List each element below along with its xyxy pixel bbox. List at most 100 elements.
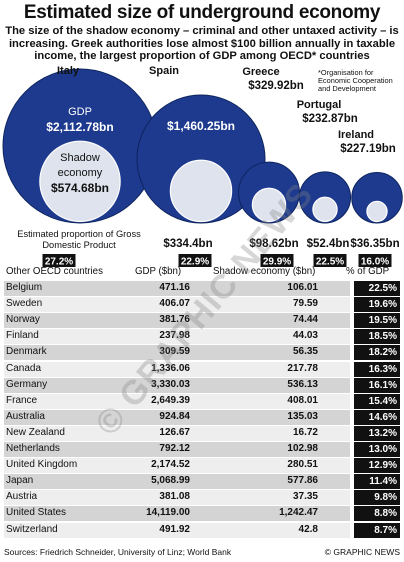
row-background [4, 393, 350, 409]
shadow-value-spain: $334.4bn [163, 238, 212, 250]
pct-cell: 13.0% [354, 442, 400, 457]
country-cell: United Kingdom [6, 459, 78, 471]
shadow-cell: 42.8 [298, 523, 318, 535]
col-header-pct: % of GDP [346, 266, 390, 277]
pct-cell: 12.9% [354, 458, 400, 474]
pct-value-greece: 29.9% [263, 257, 291, 268]
country-name-portugal: Portugal [297, 99, 342, 111]
table-row: France 2,649.39 408.01 15.4% [4, 393, 400, 410]
pct-cell: 14.6% [354, 409, 400, 425]
pct-value-italy: 27.2% [45, 257, 73, 268]
shadow-word-line1: Shadow [60, 152, 100, 164]
pct-cell: 9.8% [354, 490, 400, 506]
row-background [4, 522, 350, 538]
gdp-cell: 126.67 [159, 426, 190, 438]
gdp-bubble-spain [136, 94, 266, 224]
gdp-cell: 5,068.99 [151, 475, 190, 487]
row-background [4, 281, 350, 296]
shadow-bubble-portugal [312, 196, 338, 223]
pct-cell: 15.4% [354, 393, 400, 409]
table-row: Belgium 471.16 106.01 22.5% [4, 281, 400, 297]
pct-box-greece [260, 254, 294, 267]
row-background [4, 313, 350, 329]
country-cell: Netherlands [6, 443, 60, 454]
gdp-value-portugal: $232.87bn [302, 113, 358, 125]
gdp-value-italy: $2,112.78bn [46, 120, 113, 134]
shadow-value-ireland: $36.35bn [350, 238, 399, 250]
table-row: Norway 381.76 74.44 19.5% [4, 313, 400, 329]
pct-cell: 18.2% [354, 345, 400, 361]
row-background [4, 297, 350, 313]
table-row: Australia 924.84 135.03 14.6% [4, 409, 400, 426]
shadow-cell: 44.03 [292, 330, 318, 342]
gdp-cell: 1,336.06 [151, 362, 190, 374]
row-background [4, 377, 350, 393]
gdp-cell: 406.07 [159, 298, 190, 310]
shadow-word-line2: economy [58, 167, 103, 179]
pct-box-ireland [358, 254, 392, 267]
shadow-cell: 106.01 [287, 282, 318, 293]
shadow-value-portugal: $52.4bn [307, 238, 350, 250]
country-cell: Austria [6, 491, 38, 503]
shadow-cell: 102.98 [287, 443, 318, 454]
table-row: Finland 237.98 44.03 18.5% [4, 329, 400, 345]
table-row: Switzerland 491.92 42.8 8.7% [4, 522, 400, 539]
pct-box-portugal [313, 254, 347, 267]
pct-value-spain: 22.9% [181, 257, 209, 268]
pct-cell: 16.3% [354, 361, 400, 377]
shadow-cell: 37.35 [292, 491, 318, 503]
pct-cell: 8.8% [354, 506, 400, 522]
pct-cell: 19.5% [354, 313, 400, 329]
shadow-cell: 536.13 [287, 378, 318, 390]
country-name-spain: Spain [149, 65, 179, 77]
shadow-bubble-italy [39, 140, 121, 223]
country-cell: United States [6, 507, 67, 519]
country-cell: Switzerland [6, 523, 58, 535]
country-name-ireland: Ireland [338, 129, 374, 141]
gdp-cell: 924.84 [159, 410, 190, 422]
gdp-cell: 309.59 [159, 346, 190, 358]
table-row: Canada 1,336.06 217.78 16.3% [4, 361, 400, 378]
chart-subtitle: The size of the shadow economy – crimina… [5, 25, 399, 63]
pct-cell: 13.2% [354, 425, 400, 441]
col-header-gdp: GDP ($bn) [135, 266, 182, 277]
gdp-value-spain: $1,460.25bn [167, 119, 235, 133]
shadow-cell: 135.03 [287, 410, 318, 422]
shadow-cell: 56.35 [292, 346, 318, 358]
shadow-cell: 1,242.47 [279, 507, 318, 519]
row-background [4, 490, 350, 506]
country-cell: Sweden [6, 298, 43, 310]
table-row: United States 14,119.00 1,242.47 8.8% [4, 506, 400, 522]
row-background [4, 425, 350, 441]
row-background [4, 329, 350, 345]
country-cell: Denmark [6, 346, 47, 358]
pct-value-ireland: 16.0% [361, 257, 389, 268]
sources-note: Sources: Friedrich Schneider, University… [4, 547, 232, 557]
country-cell: New Zealand [6, 426, 65, 438]
gdp-bubble-ireland [351, 172, 403, 224]
country-name-greece: Greece [242, 66, 279, 78]
pct-cell: 18.5% [354, 329, 400, 345]
shadow-value-greece: $98.62bn [249, 238, 298, 250]
shadow-cell: 408.01 [287, 394, 318, 406]
shadow-cell: 280.51 [287, 459, 318, 471]
shadow-bubble-spain [169, 159, 233, 223]
gdp-cell: 471.16 [159, 282, 190, 293]
row-background [4, 474, 350, 490]
shadow-bubble-ireland [366, 200, 388, 223]
country-name-italy: Italy [57, 65, 80, 77]
gdp-value-ireland: $227.19bn [340, 143, 396, 155]
oecd-footnote: *Organisation for Economic Cooperation a… [318, 68, 393, 94]
table-row: Netherlands 792.12 102.98 13.0% [4, 442, 400, 458]
table-row: Austria 381.08 37.35 9.8% [4, 490, 400, 506]
gdp-cell: 491.92 [159, 523, 190, 535]
row-background [4, 409, 350, 425]
gdp-cell: 2,174.52 [151, 459, 190, 471]
row-background [4, 361, 350, 377]
pct-box-italy [42, 254, 76, 267]
shadow-value-italy: $574.68bn [51, 181, 109, 195]
country-cell: Canada [6, 362, 42, 374]
gdp-value-greece: $329.92bn [248, 80, 304, 92]
gdp-cell: 237.98 [159, 330, 190, 342]
country-cell: Japan [6, 475, 34, 487]
